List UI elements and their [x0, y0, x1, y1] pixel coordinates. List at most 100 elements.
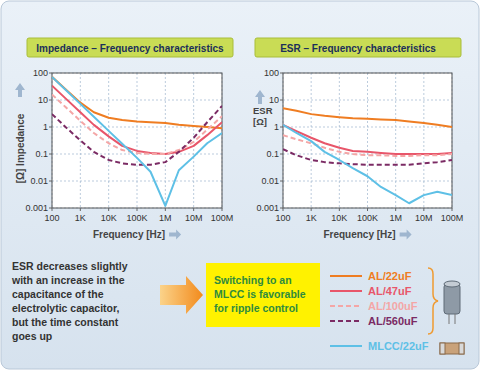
- y-tick-label: 0.1: [266, 149, 279, 159]
- mlcc-icon: [440, 343, 464, 354]
- y-axis-label-line: [Ω]: [253, 116, 267, 127]
- y-tick-label: 10: [269, 95, 279, 105]
- x-tick-label: 100K: [126, 213, 147, 223]
- x-tick-label: 10M: [185, 213, 203, 223]
- plot-frame: [52, 73, 222, 208]
- y-grid-line: [52, 181, 222, 182]
- callout-line: Switching to an: [214, 274, 292, 286]
- y-grid-line: [283, 100, 452, 101]
- series-line: [283, 108, 452, 127]
- annotation-line: ESR decreases slightly: [12, 260, 128, 272]
- legend-label: AL/47uF: [368, 285, 412, 297]
- x-grid-line: [367, 73, 368, 208]
- axis-arrow: [400, 230, 412, 240]
- callout-line: for ripple control: [214, 302, 298, 314]
- series-line: [52, 94, 222, 154]
- y-axis-label: ESR[Ω]: [253, 105, 273, 127]
- x-grid-line: [395, 73, 396, 208]
- y-tick-label: 1: [43, 122, 48, 132]
- callout-line: MLCC is favorable: [214, 288, 306, 300]
- x-axis-label: Frequency [Hz]: [93, 229, 165, 240]
- x-tick-label: 1M: [159, 213, 172, 223]
- series-line: [283, 135, 452, 156]
- x-tick-label: 100: [275, 213, 290, 223]
- series-line: [52, 77, 222, 206]
- legend-swatch: [330, 320, 362, 322]
- legend-swatch: [330, 275, 362, 277]
- y-tick-label: 0.001: [25, 203, 48, 213]
- x-tick-label: 10M: [415, 213, 433, 223]
- x-tick-label: 100M: [441, 213, 464, 223]
- x-tick-label: 100M: [211, 213, 234, 223]
- chart-title: Impedance – Frequency characteristics: [36, 43, 224, 54]
- capacitor-lead: [449, 314, 450, 324]
- axis-arrow: [15, 83, 25, 97]
- capacitor-icon: [444, 284, 460, 314]
- axis-arrow: [255, 90, 265, 104]
- annotation-line: with an increase in the: [11, 274, 125, 286]
- legend-bracket: [428, 268, 438, 334]
- y-grid-line: [283, 181, 452, 182]
- legend-swatch: [330, 345, 362, 347]
- x-grid-line: [108, 73, 109, 208]
- chart-1: ESR – Frequency characteristics 100 1K 10K 1…: [253, 38, 463, 240]
- x-axis-label: Frequency [Hz]: [323, 229, 395, 240]
- annotation-line: but the time constant: [12, 316, 119, 328]
- legend-label: AL/22uF: [368, 270, 412, 282]
- background-panel: [1, 1, 479, 369]
- mlcc-terminal: [440, 343, 445, 354]
- x-tick-label: 10K: [101, 213, 117, 223]
- chart-title: ESR – Frequency characteristics: [280, 43, 436, 54]
- y-tick-label: 0.01: [30, 176, 48, 186]
- series-line: [52, 106, 222, 165]
- y-tick-label: 0.001: [256, 203, 279, 213]
- title-tab: [27, 38, 233, 57]
- callout-text: Switching to an MLCC is favorable for ripp…: [214, 274, 306, 314]
- x-grid-line: [80, 73, 81, 208]
- x-tick-label: 1K: [306, 213, 317, 223]
- x-grid-line: [423, 73, 424, 208]
- y-axis-label-line: ESR: [253, 105, 273, 116]
- y-grid-line: [283, 127, 452, 128]
- capacitor-lead: [455, 314, 456, 324]
- y-axis-label: [Ω] Impedance: [15, 113, 26, 183]
- annotation-line: capacitance of the: [12, 288, 104, 300]
- legend-swatch: [330, 290, 362, 292]
- legend-label: AL/100uF: [368, 300, 418, 312]
- series-group: [52, 77, 222, 206]
- legend-swatch: [330, 305, 362, 307]
- title-tab: [255, 38, 461, 57]
- x-grid-line: [339, 73, 340, 208]
- capacitor-icon-top: [444, 281, 460, 287]
- x-tick-label: 100: [44, 213, 59, 223]
- y-tick-label: 1: [274, 122, 279, 132]
- callout-arrow: [160, 276, 203, 314]
- y-tick-label: 100: [264, 68, 279, 78]
- x-tick-label: 10K: [331, 213, 347, 223]
- series-line: [283, 125, 452, 203]
- callout-box: [206, 263, 320, 327]
- plot-area: [283, 73, 452, 208]
- annotation-text: ESR decreases slightly with an increase i…: [11, 260, 128, 342]
- x-tick-label: 100K: [357, 213, 378, 223]
- legend-label: AL/560uF: [368, 315, 418, 327]
- annotation-line: goes up: [12, 330, 52, 342]
- y-tick-label: 0.01: [261, 176, 279, 186]
- x-tick-label: 1K: [75, 213, 86, 223]
- chart-0: Impedance – Frequency characteristics100…: [15, 38, 233, 240]
- series-group: [283, 108, 452, 203]
- legend-label: MLCC/22uF: [368, 340, 429, 352]
- mlcc-terminal: [459, 343, 464, 354]
- annotation-line: electrolytic capacitor,: [12, 302, 119, 314]
- x-grid-line: [193, 73, 194, 208]
- figure: Impedance – Frequency characteristics100…: [0, 0, 480, 370]
- plot-area: [52, 73, 222, 208]
- plot-frame: [283, 73, 452, 208]
- x-grid-line: [137, 73, 138, 208]
- legend: AL/22uF AL/47uF AL/100uF AL/560uF MLCC/22uF: [330, 270, 429, 352]
- y-tick-label: 10: [38, 95, 48, 105]
- series-line: [52, 86, 222, 154]
- y-tick-label: 0.1: [35, 149, 48, 159]
- series-line: [52, 77, 222, 128]
- series-line: [283, 149, 452, 164]
